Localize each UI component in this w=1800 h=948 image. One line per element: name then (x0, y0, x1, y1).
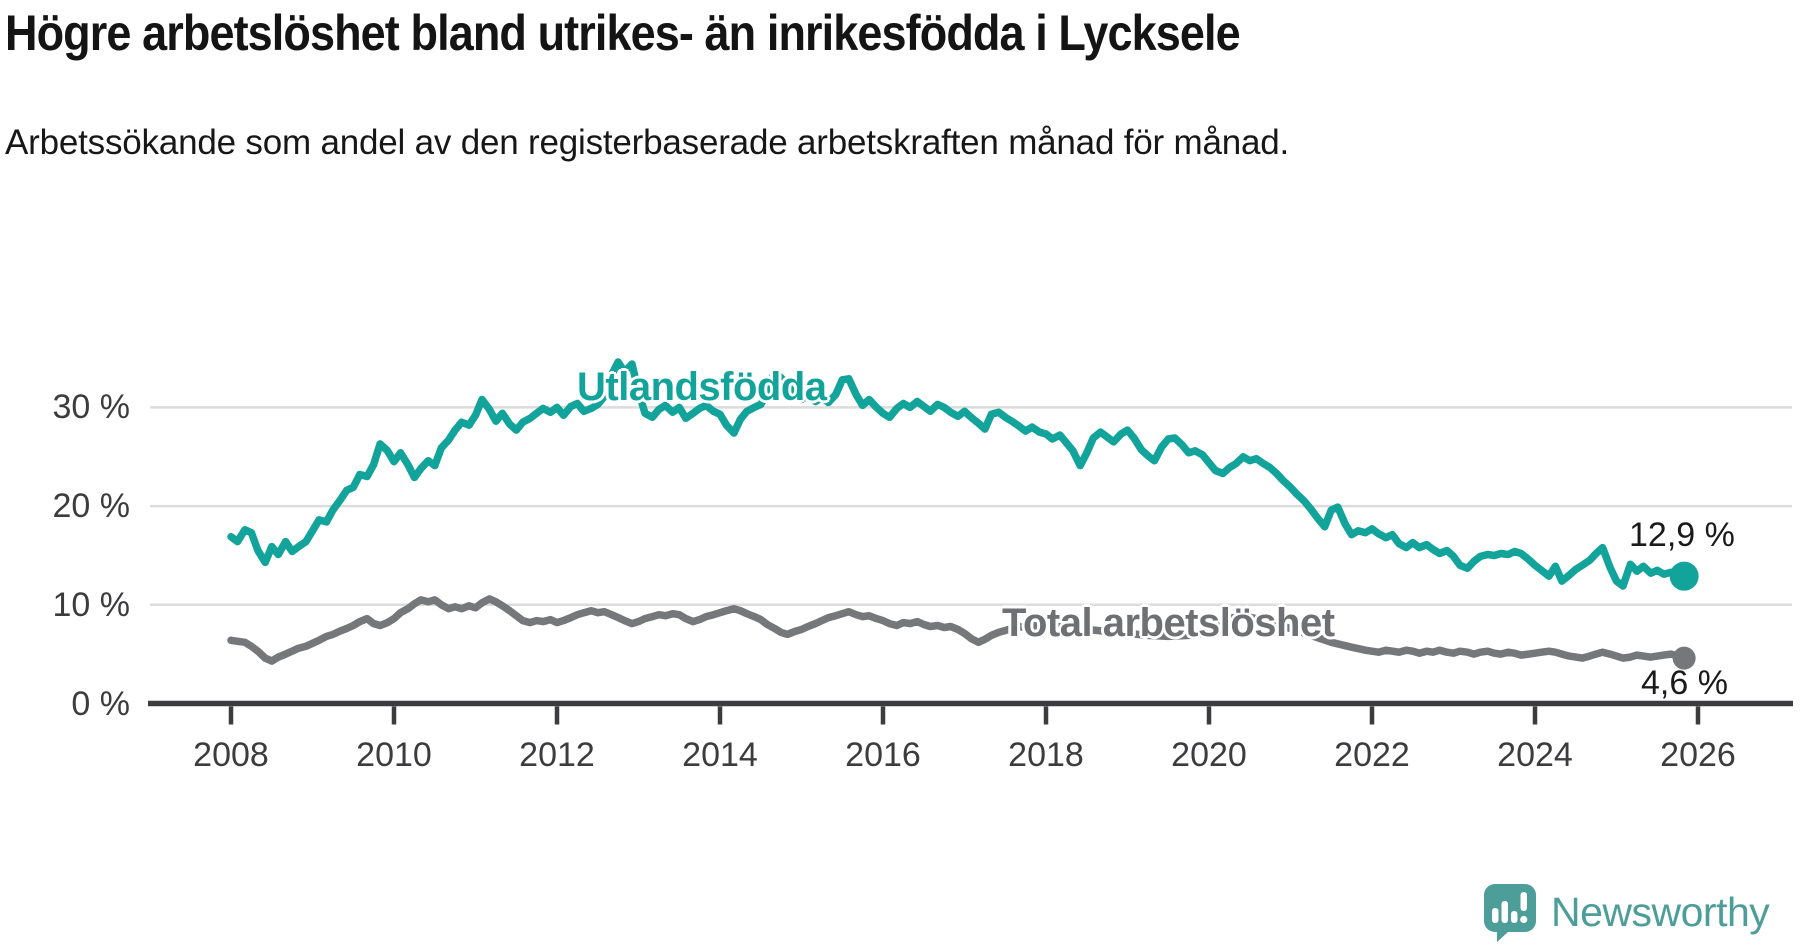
x-axis-label-2024: 2024 (1497, 736, 1573, 774)
y-axis-label-0: 0 % (71, 684, 130, 723)
page-subtitle: Arbetssökande som andel av den registerb… (5, 123, 1290, 162)
x-axis-label-2018: 2018 (1008, 736, 1084, 774)
newsworthy-speech-bubble-chart-icon (1484, 884, 1536, 942)
end-dot-utlandsfodda (1669, 561, 1699, 591)
series-label-utlandsfodda: Utlandsfödda (577, 365, 827, 409)
x-axis-label-2008: 2008 (193, 736, 269, 774)
x-axis-label-2026: 2026 (1660, 736, 1736, 774)
newsworthy-logo: Newsworthy (1481, 882, 1770, 942)
y-axis-label-30: 30 % (52, 388, 131, 427)
line-utlandsfodda (227, 358, 1688, 590)
page-title: Högre arbetslöshet bland utrikes- än inr… (5, 5, 1241, 61)
line-total-arbetsloshet (227, 595, 1688, 665)
y-axis-label-10: 10 % (52, 585, 131, 624)
x-axis-label-2020: 2020 (1171, 736, 1247, 774)
end-value-label-utlandsfodda: 12,9 % (1629, 516, 1735, 554)
end-value-label-total: 4,6 % (1641, 664, 1728, 702)
x-axis-label-2022: 2022 (1334, 736, 1410, 774)
x-axis-label-2016: 2016 (845, 736, 921, 774)
gridlines (150, 406, 1792, 607)
series-lines (227, 358, 1699, 670)
series-label-total-arbetsloshet: Total arbetslöshet (1002, 601, 1335, 645)
y-axis-label-20: 20 % (52, 487, 131, 526)
newsworthy-wordmark: Newsworthy (1551, 888, 1770, 935)
x-axis-label-2014: 2014 (682, 736, 758, 774)
x-axis-label-2012: 2012 (519, 736, 595, 774)
end-dot-total-arbetsloshet (1672, 646, 1696, 670)
x-axis (148, 700, 1793, 725)
x-axis-label-2010: 2010 (356, 736, 432, 774)
